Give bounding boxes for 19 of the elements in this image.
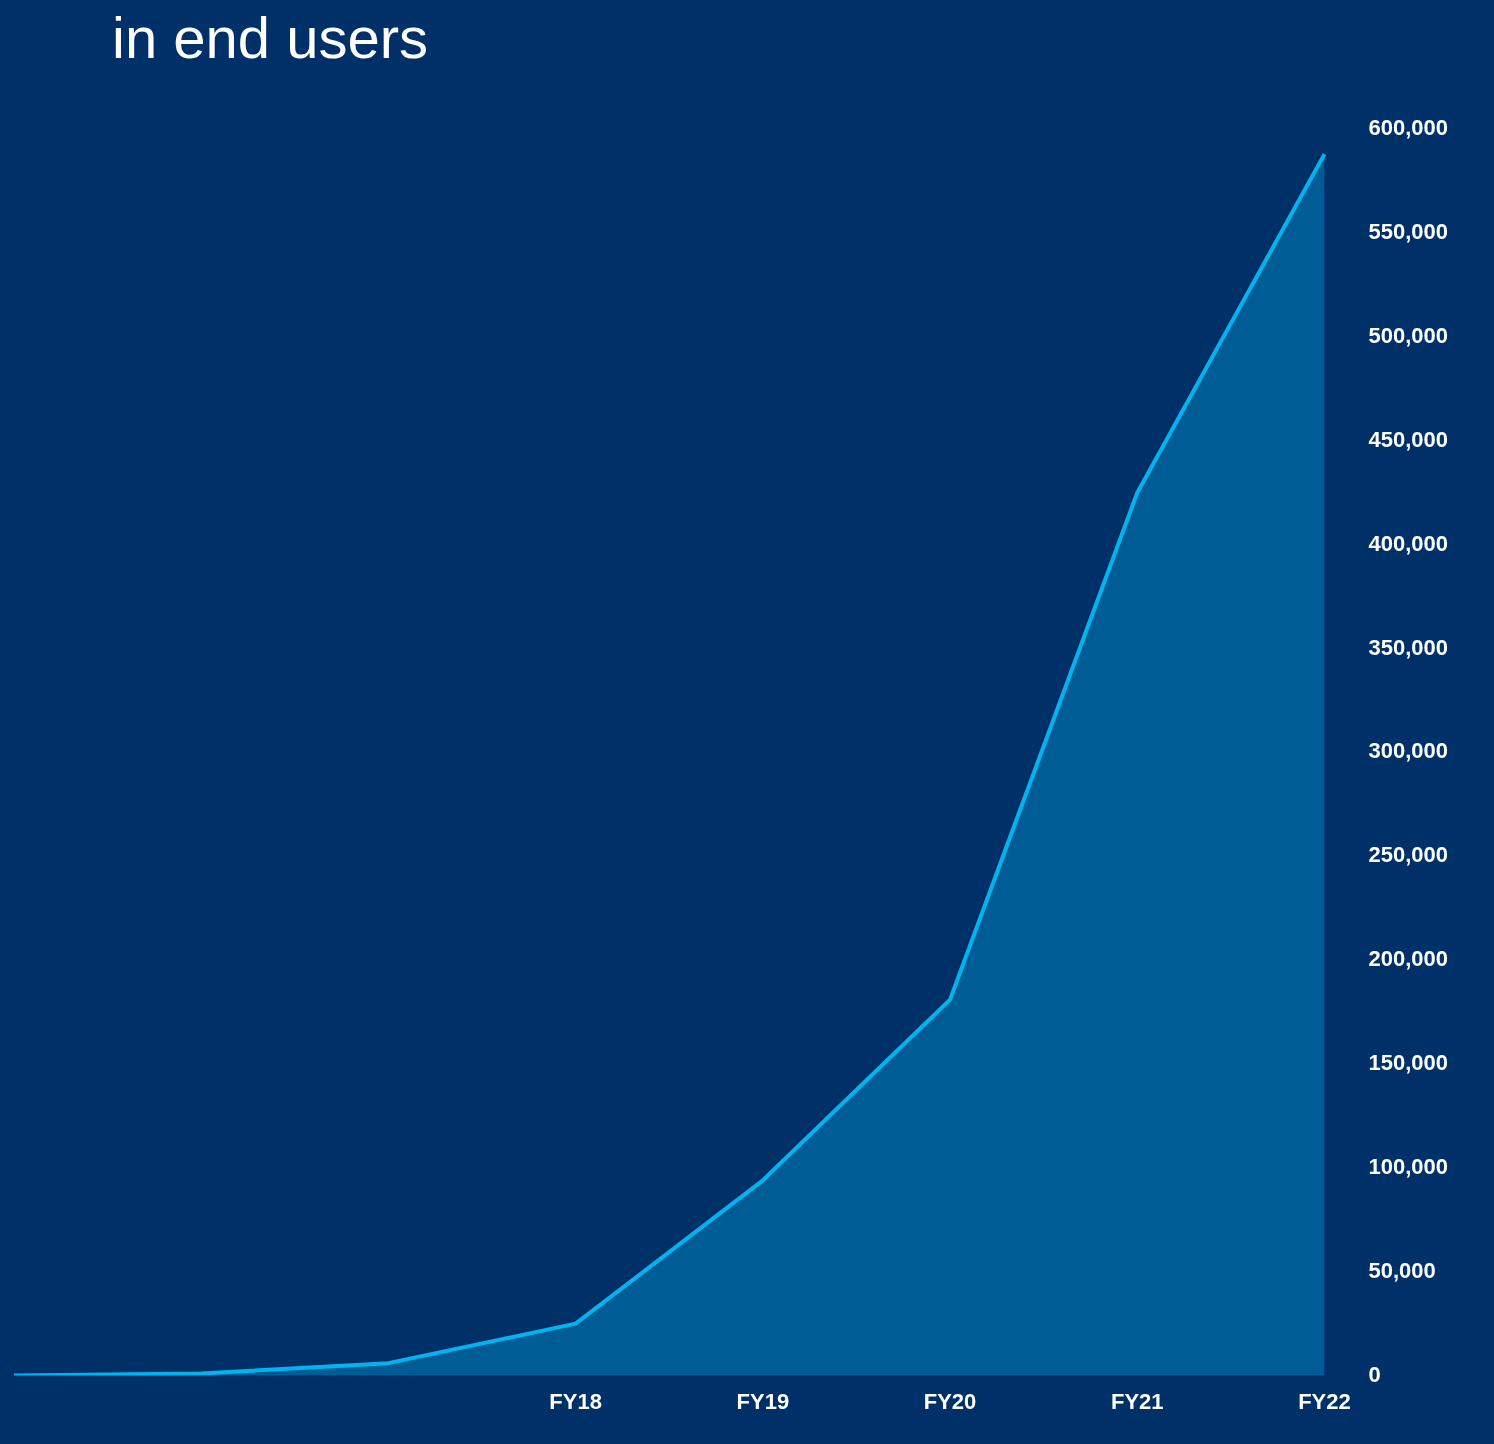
y-tick-label: 250,000 bbox=[1368, 842, 1449, 868]
x-tick-label: FY19 bbox=[736, 1388, 790, 1414]
y-tick-label: 450,000 bbox=[1368, 426, 1449, 452]
x-tick-label: FY18 bbox=[549, 1388, 602, 1414]
x-tick-label: FY20 bbox=[923, 1388, 977, 1414]
y-tick-label: 550,000 bbox=[1368, 219, 1449, 245]
chart-title: in end users bbox=[112, 5, 428, 70]
x-tick-label: FY22 bbox=[1298, 1388, 1351, 1414]
y-tick-label: 150,000 bbox=[1368, 1050, 1449, 1076]
y-tick-label: 500,000 bbox=[1368, 323, 1449, 348]
x-tick-label: FY21 bbox=[1110, 1388, 1164, 1414]
y-tick-label: 300,000 bbox=[1368, 738, 1449, 764]
y-tick-label: 0 bbox=[1368, 1361, 1381, 1387]
y-tick-label: 600,000 bbox=[1368, 115, 1449, 141]
y-tick-label: 350,000 bbox=[1368, 634, 1449, 660]
y-tick-label: 200,000 bbox=[1368, 946, 1449, 972]
y-tick-label: 50,000 bbox=[1368, 1257, 1436, 1283]
y-tick-label: 100,000 bbox=[1368, 1153, 1449, 1179]
y-tick-label: 400,000 bbox=[1368, 530, 1449, 556]
